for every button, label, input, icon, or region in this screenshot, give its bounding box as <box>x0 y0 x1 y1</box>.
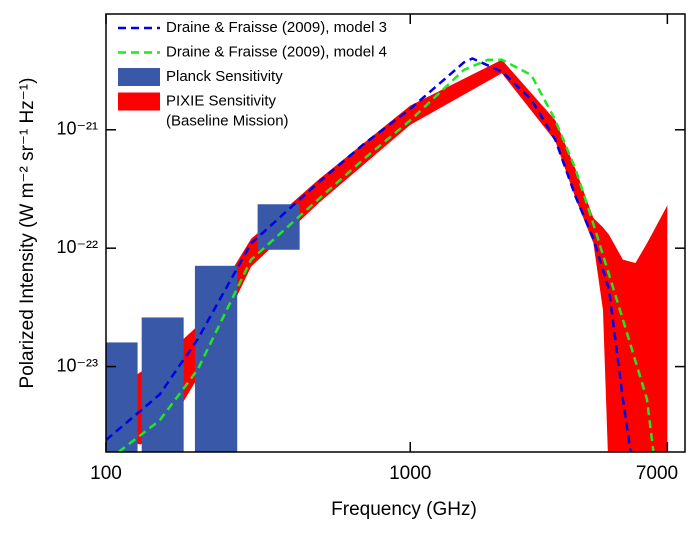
legend-swatch <box>118 92 160 111</box>
x-tick-label: 100 <box>90 463 122 484</box>
legend-swatch <box>118 68 160 86</box>
x-tick-label: 1000 <box>389 463 431 484</box>
y-axis-label: Polarized Intensity (W m⁻² sr⁻¹ Hz⁻¹) <box>17 78 38 389</box>
series-line <box>117 58 655 452</box>
y-tick-label: 10⁻²³ <box>56 355 98 375</box>
plot-frame <box>105 13 686 453</box>
y-tick-label: 10⁻²¹ <box>56 119 98 139</box>
plot-area <box>106 57 668 452</box>
legend-label: Planck Sensitivity <box>166 68 283 85</box>
planck-box <box>257 204 300 250</box>
planck-box <box>106 342 138 452</box>
x-tick-label: 7000 <box>636 463 678 484</box>
y-tick-label: 10⁻²² <box>56 237 98 257</box>
planck-box <box>141 317 184 452</box>
legend-note: (Baseline Mission) <box>166 112 289 129</box>
legend-label: Draine & Fraisse (2009), model 4 <box>166 43 387 60</box>
x-axis-label: Frequency (GHz) <box>331 499 477 520</box>
series-line <box>106 57 632 452</box>
planck-box <box>194 265 238 452</box>
legend-label: Draine & Fraisse (2009), model 3 <box>166 19 387 36</box>
legend-label: PIXIE Sensitivity <box>166 92 277 109</box>
